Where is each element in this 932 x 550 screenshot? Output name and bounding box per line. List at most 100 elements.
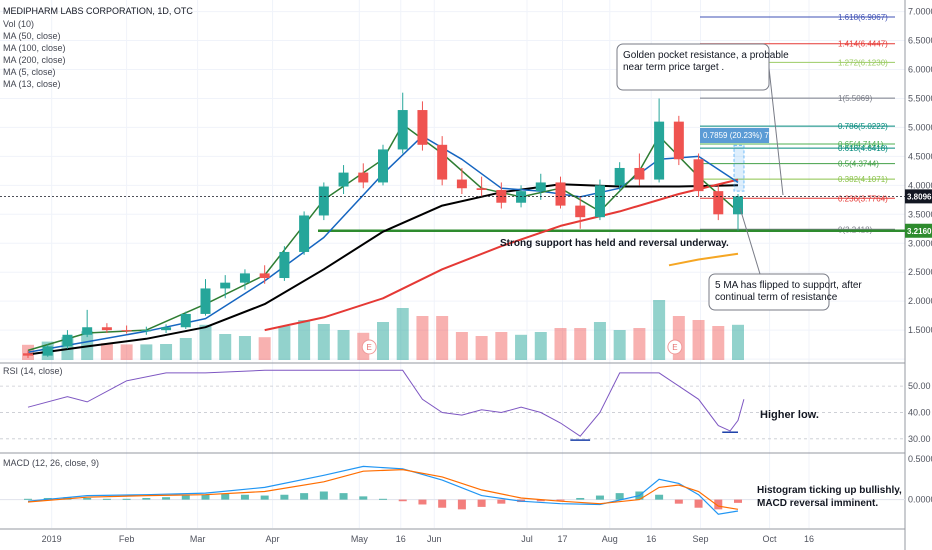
- candle[interactable]: [614, 167, 625, 186]
- macd-histogram-bar: [221, 493, 230, 500]
- candle[interactable]: [456, 179, 467, 189]
- candle[interactable]: [299, 215, 310, 252]
- golden-pocket-line2: near term price target .: [623, 62, 724, 73]
- support-price-label: 3.2160: [907, 227, 932, 236]
- ma-line: [264, 178, 739, 332]
- rsi-line: [27, 369, 745, 437]
- rsi-title[interactable]: RSI (14, close): [3, 366, 63, 376]
- support-note: Strong support has held and reversal und…: [500, 238, 729, 249]
- macd-title[interactable]: MACD (12, 26, close, 9): [3, 458, 99, 468]
- golden-pocket-callout: Golden pocket resistance, a probable nea…: [616, 43, 789, 196]
- candle[interactable]: [437, 144, 448, 180]
- time-tick: Oct: [763, 534, 778, 544]
- candle[interactable]: [634, 167, 645, 180]
- ma5-line2: continual term of resistance: [715, 292, 838, 303]
- macd-histogram-bar: [655, 494, 664, 500]
- macd-histogram-bar: [615, 493, 624, 500]
- candle[interactable]: [121, 330, 132, 332]
- macd-histogram-bar: [674, 499, 683, 504]
- candle[interactable]: [101, 327, 112, 331]
- candle[interactable]: [259, 273, 270, 279]
- rsi-pane: 50.00 40.00 30.00: [0, 369, 931, 444]
- candle[interactable]: [200, 288, 211, 314]
- indicator-ma50[interactable]: MA (50, close): [3, 31, 61, 41]
- candle[interactable]: [673, 121, 684, 160]
- volume-bar: [692, 320, 705, 360]
- macd-histogram-bar: [418, 499, 427, 505]
- volume-bar: [219, 334, 232, 360]
- earnings-marker[interactable]: [667, 339, 683, 355]
- macd-histogram-bar: [379, 498, 387, 500]
- volume-bar: [396, 308, 409, 360]
- macd-histogram-bar: [714, 499, 723, 510]
- candle[interactable]: [397, 110, 408, 150]
- price-tick: 4.0000: [908, 180, 932, 190]
- volume-bar: [534, 332, 547, 360]
- candle[interactable]: [180, 313, 191, 328]
- candle[interactable]: [279, 251, 290, 279]
- fib-label: 0.5(4.3744): [838, 160, 879, 169]
- candle[interactable]: [654, 121, 665, 180]
- macd-histogram-bar: [83, 497, 92, 500]
- indicator-vol[interactable]: Vol (10): [3, 19, 34, 29]
- candle[interactable]: [82, 327, 93, 335]
- indicator-ma100[interactable]: MA (100, close): [3, 43, 66, 53]
- volume-bar: [732, 324, 744, 360]
- macd-histogram-bar: [142, 497, 151, 500]
- candle[interactable]: [161, 327, 172, 331]
- macd-histogram-bar: [162, 497, 171, 500]
- candle[interactable]: [713, 191, 724, 215]
- candle[interactable]: [516, 191, 527, 203]
- candle[interactable]: [476, 188, 487, 190]
- indicator-ma5[interactable]: MA (5, close): [3, 67, 56, 77]
- time-tick: 17: [557, 534, 567, 544]
- price-tick: 5.0000: [908, 122, 932, 132]
- indicator-ma13[interactable]: MA (13, close): [3, 79, 61, 89]
- macd-histogram-bar: [359, 496, 368, 500]
- macd-histogram-bar: [576, 497, 585, 500]
- time-tick: 16: [646, 534, 656, 544]
- rsi-note: Higher low.: [760, 409, 819, 421]
- candle[interactable]: [555, 182, 566, 206]
- candle[interactable]: [733, 196, 743, 215]
- time-tick: Jun: [427, 534, 442, 544]
- macd-histogram-bar: [260, 495, 269, 500]
- candle[interactable]: [594, 185, 605, 218]
- volume-bar: [160, 344, 173, 360]
- macd-note-line2: MACD reversal imminent.: [757, 498, 878, 509]
- earnings-marker-label: E: [672, 343, 677, 352]
- candle[interactable]: [535, 182, 546, 192]
- candle[interactable]: [575, 205, 586, 218]
- volume-bar: [278, 326, 291, 360]
- measure-range[interactable]: [733, 144, 745, 192]
- candle[interactable]: [23, 353, 33, 356]
- volume-bar: [495, 332, 508, 360]
- volume-bar: [298, 320, 311, 360]
- candle[interactable]: [378, 149, 388, 183]
- candle[interactable]: [338, 172, 349, 187]
- indicator-ma200[interactable]: MA (200, close): [3, 55, 66, 65]
- candlesticks[interactable]: [23, 92, 743, 358]
- time-tick: Feb: [119, 534, 135, 544]
- candle[interactable]: [62, 334, 73, 347]
- candle[interactable]: [239, 273, 250, 283]
- candle[interactable]: [358, 172, 369, 183]
- macd-histogram-bar: [339, 493, 348, 500]
- candle[interactable]: [693, 159, 704, 192]
- candle[interactable]: [318, 186, 329, 216]
- time-tick: May: [351, 534, 369, 544]
- earnings-marker-label: E: [367, 343, 372, 352]
- candle[interactable]: [220, 282, 231, 289]
- rsi-tick: 50.00: [908, 381, 931, 391]
- earnings-marker[interactable]: [361, 339, 377, 355]
- macd-histogram-bar: [122, 498, 131, 500]
- fib-label: 1.414(6.4447): [838, 40, 888, 49]
- time-tick: Mar: [190, 534, 206, 544]
- candle[interactable]: [417, 110, 428, 145]
- candle[interactable]: [42, 346, 53, 356]
- candle[interactable]: [141, 330, 152, 332]
- measure-label-box: [700, 128, 769, 143]
